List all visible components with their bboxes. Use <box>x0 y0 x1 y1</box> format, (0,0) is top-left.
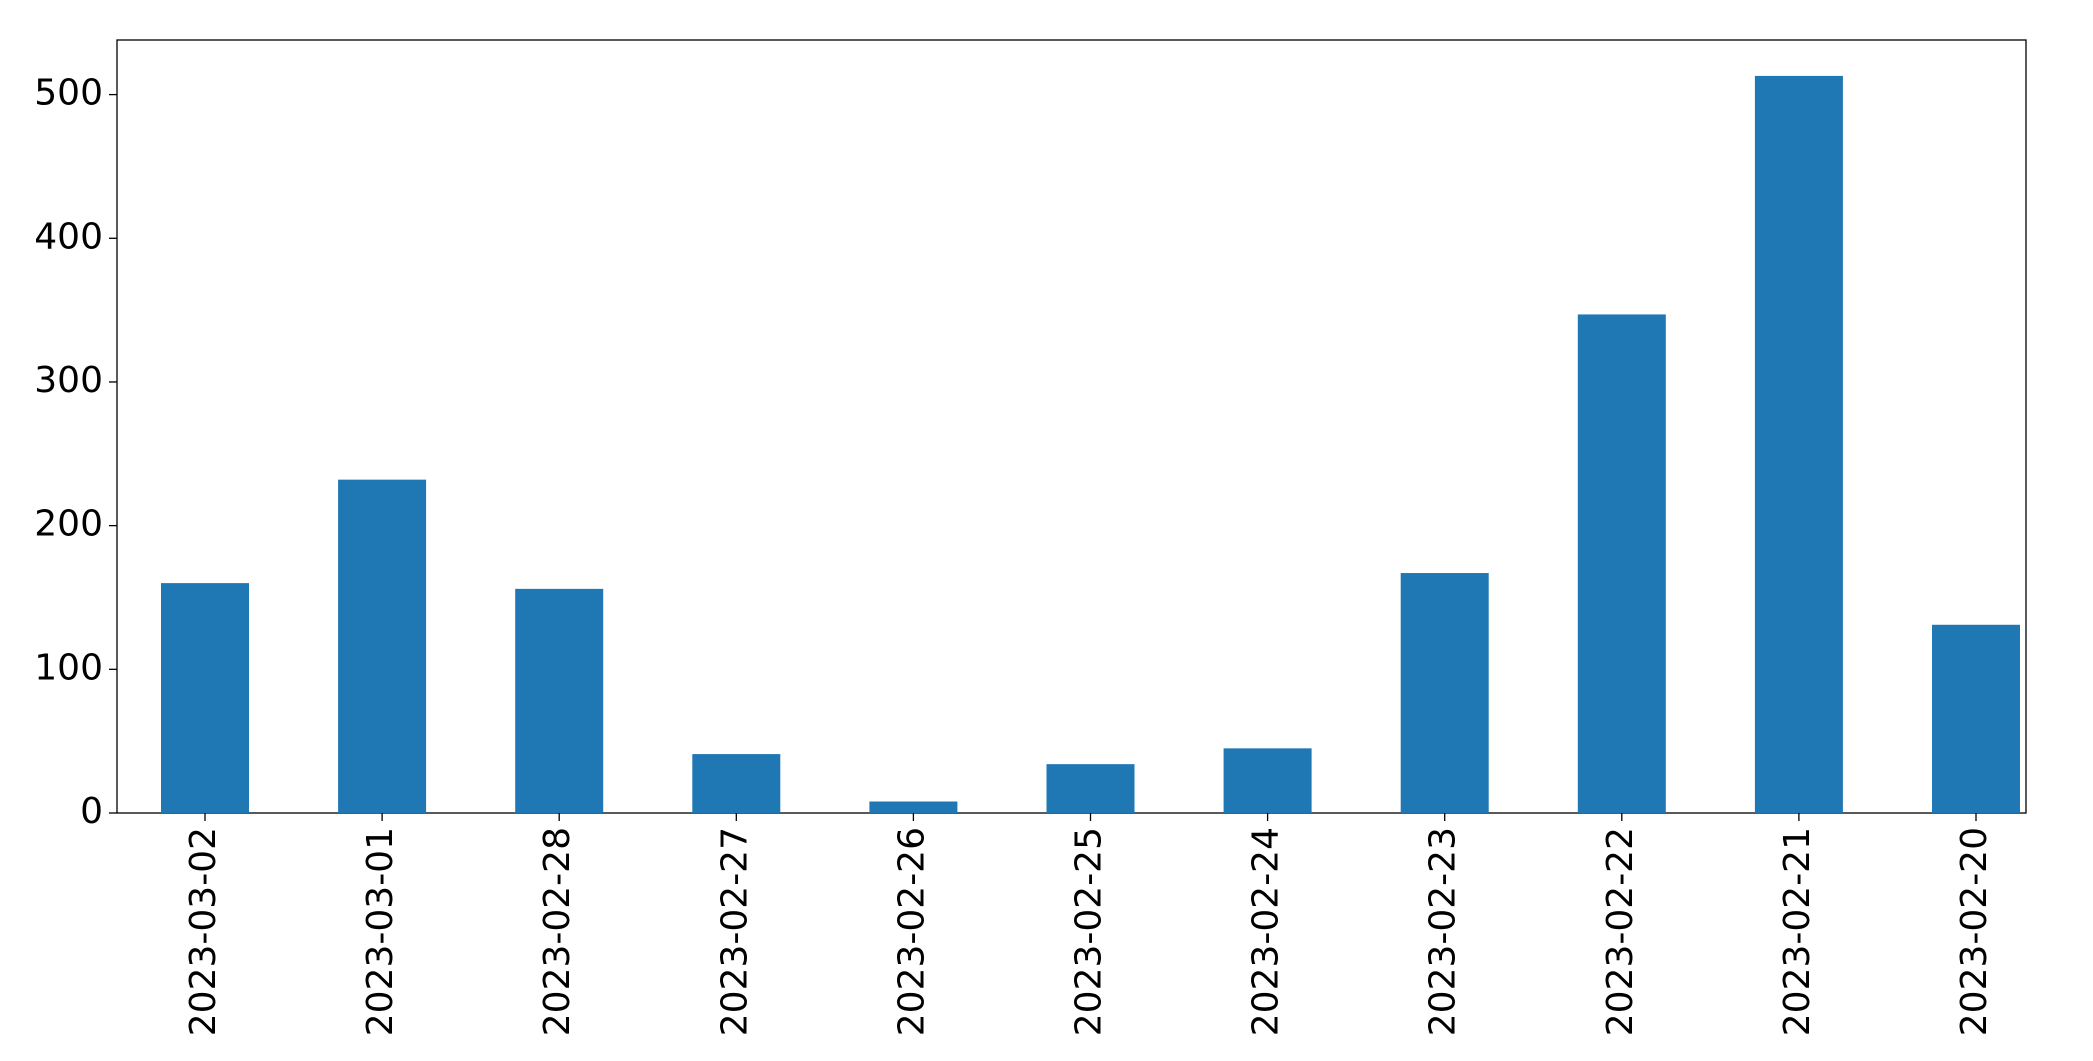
x-tick-label: 2023-02-20 <box>1954 827 1995 1036</box>
x-tick-label: 2023-03-01 <box>360 827 401 1036</box>
bar <box>1932 624 2020 813</box>
x-tick-label: 2023-02-26 <box>891 827 932 1036</box>
y-tick-label: 200 <box>34 504 103 545</box>
bar <box>869 801 958 813</box>
x-tick-label: 2023-03-02 <box>183 827 224 1036</box>
y-tick-label: 0 <box>80 791 103 832</box>
bar <box>515 588 604 813</box>
x-tick-label: 2023-02-23 <box>1423 827 1464 1036</box>
y-tick-label: 300 <box>34 360 103 401</box>
x-tick-label: 2023-02-28 <box>537 827 578 1036</box>
bar <box>338 479 427 813</box>
x-tick-label: 2023-02-27 <box>714 827 755 1036</box>
x-tick-label: 2023-02-25 <box>1069 827 1110 1036</box>
y-tick-label: 500 <box>34 73 103 114</box>
bar <box>161 583 249 813</box>
x-tick-label: 2023-02-21 <box>1777 827 1818 1036</box>
bar <box>1223 748 1312 813</box>
y-tick-label: 100 <box>34 647 103 688</box>
y-tick-label: 400 <box>34 216 103 257</box>
x-tick-label: 2023-02-24 <box>1246 827 1287 1036</box>
bar <box>1046 764 1135 813</box>
bar <box>1400 573 1489 813</box>
bar <box>1577 314 1666 813</box>
bar <box>692 754 781 813</box>
x-tick-label: 2023-02-22 <box>1600 827 1641 1036</box>
bar <box>1754 75 1843 814</box>
